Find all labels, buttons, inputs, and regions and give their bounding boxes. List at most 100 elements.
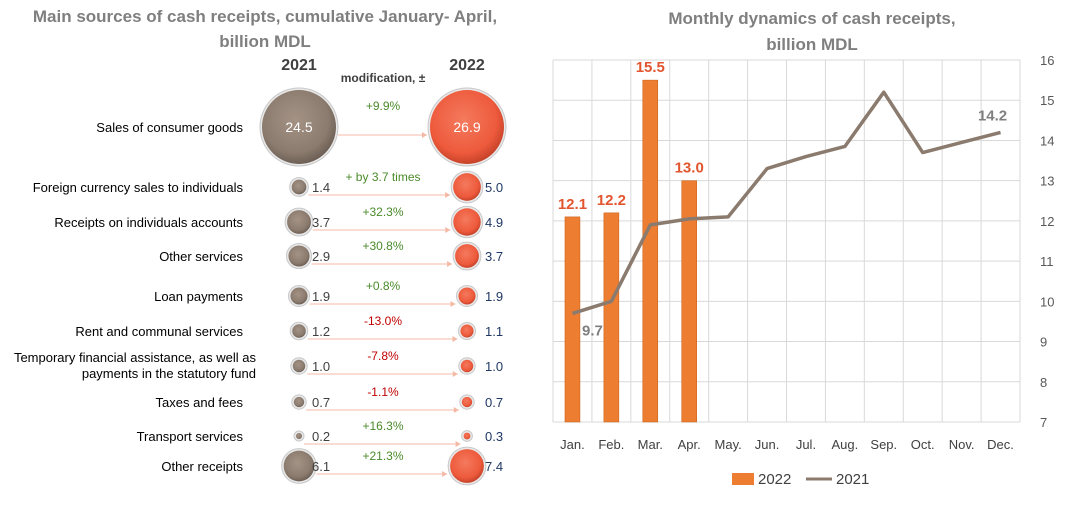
bubble-2021 bbox=[290, 287, 308, 305]
x-tick-label: Jan. bbox=[560, 437, 585, 452]
bubble-row: Other receipts 6.1 7.4 +21.3% bbox=[161, 446, 503, 486]
value-2021: 2.9 bbox=[312, 249, 330, 264]
bubble-2022 bbox=[453, 208, 481, 236]
bubble-2022 bbox=[458, 287, 476, 305]
column-header-2022: 2022 bbox=[449, 57, 485, 74]
bar-2022 bbox=[564, 216, 581, 423]
row-label: payments in the statutory fund bbox=[82, 366, 256, 381]
row-label: Foreign currency sales to individuals bbox=[33, 180, 244, 195]
column-header-2021: 2021 bbox=[281, 57, 317, 74]
bubble-2022 bbox=[430, 90, 504, 164]
x-tick-label: Aug. bbox=[832, 437, 859, 452]
bubble-2021 bbox=[292, 359, 306, 373]
value-2022: 4.9 bbox=[485, 215, 503, 230]
value-2021: 24.5 bbox=[285, 119, 312, 135]
change-label: -13.0% bbox=[364, 314, 402, 328]
bar-2022 bbox=[603, 212, 620, 423]
y-tick-label: 15 bbox=[1040, 93, 1054, 108]
arrow-head bbox=[455, 441, 461, 447]
value-2022: 7.4 bbox=[485, 459, 503, 474]
bubble-2022 bbox=[460, 324, 474, 338]
bubble-2021 bbox=[293, 396, 305, 408]
value-2022: 1.1 bbox=[485, 324, 503, 339]
y-tick-label: 11 bbox=[1040, 254, 1054, 269]
change-label: +16.3% bbox=[362, 419, 403, 433]
column-header-modification: modification, ± bbox=[341, 71, 426, 85]
chart-title-line2: billion MDL bbox=[766, 35, 858, 54]
bubble-row: Foreign currency sales to individuals 1.4… bbox=[33, 170, 503, 204]
bubble-2021 bbox=[288, 245, 310, 267]
bubble-2022 bbox=[461, 396, 473, 408]
change-label: +30.8% bbox=[362, 239, 403, 253]
bar-2022 bbox=[681, 180, 697, 423]
value-2021: 1.9 bbox=[312, 289, 330, 304]
arrow-head bbox=[450, 301, 456, 307]
change-label: +21.3% bbox=[362, 449, 403, 463]
row-label: Loan payments bbox=[154, 289, 243, 304]
change-label: +0.8% bbox=[366, 279, 401, 293]
y-tick-label: 10 bbox=[1040, 294, 1054, 309]
value-2021: 1.2 bbox=[312, 324, 330, 339]
row-label: Rent and communal services bbox=[75, 324, 243, 339]
bar-value-label: 12.2 bbox=[597, 192, 626, 209]
legend-label-2022: 2022 bbox=[758, 471, 791, 488]
bubble-2022 bbox=[453, 173, 481, 201]
change-label: -7.8% bbox=[367, 349, 399, 363]
y-tick-label: 12 bbox=[1040, 214, 1054, 229]
line-value-label: 9.7 bbox=[582, 322, 603, 339]
x-tick-label: Oct. bbox=[911, 437, 935, 452]
bubble-2021 bbox=[262, 90, 336, 164]
value-2021: 0.7 bbox=[312, 395, 330, 410]
arrow-head bbox=[452, 336, 458, 342]
value-2022: 1.9 bbox=[485, 289, 503, 304]
x-tick-label: Nov. bbox=[949, 437, 975, 452]
change-label: +9.9% bbox=[366, 99, 401, 113]
value-2022: 26.9 bbox=[453, 119, 480, 135]
bubble-2021 bbox=[296, 433, 302, 439]
arrow-head bbox=[442, 471, 448, 477]
value-2021: 6.1 bbox=[312, 459, 330, 474]
line-2021 bbox=[571, 90, 1001, 316]
row-label: Other receipts bbox=[161, 459, 243, 474]
legend-label-2021: 2021 bbox=[836, 471, 869, 488]
y-tick-label: 9 bbox=[1040, 335, 1047, 350]
x-tick-label: May. bbox=[715, 437, 742, 452]
bubble-row: Temporary financial assistance, as well … bbox=[14, 349, 503, 381]
row-label: Other services bbox=[159, 249, 243, 264]
bubble-2022 bbox=[450, 449, 484, 483]
arrow-head bbox=[445, 192, 451, 198]
change-label: +32.3% bbox=[362, 205, 403, 219]
x-tick-label: Dec. bbox=[987, 437, 1014, 452]
line-value-label: 14.2 bbox=[978, 107, 1007, 124]
bubble-2022 bbox=[460, 359, 474, 373]
chart-legend: 2022 2021 bbox=[732, 471, 869, 488]
x-tick-label: Jul. bbox=[796, 437, 816, 452]
bubble-row: Other services 2.9 3.7 +30.8% bbox=[159, 239, 503, 271]
x-tick-label: Feb. bbox=[598, 437, 624, 452]
bubble-row: Loan payments 1.9 1.9 +0.8% bbox=[154, 279, 503, 308]
bubble-2022 bbox=[455, 244, 479, 268]
y-tick-label: 16 bbox=[1040, 53, 1054, 68]
bubble-row: Rent and communal services 1.2 1.1 -13.0% bbox=[75, 314, 503, 342]
right-panel: Monthly dynamics of cash receipts, billi… bbox=[552, 9, 1054, 488]
bubble-rows: Sales of consumer goods 24.5 26.9 +9.9% Fore… bbox=[14, 87, 507, 486]
x-tick-label: Apr. bbox=[678, 437, 701, 452]
y-tick-label: 14 bbox=[1040, 133, 1054, 148]
y-tick-label: 7 bbox=[1040, 415, 1047, 430]
value-2021: 0.2 bbox=[312, 429, 330, 444]
bubble-row: Taxes and fees 0.7 0.7 -1.1% bbox=[156, 385, 503, 413]
bubble-2021 bbox=[283, 450, 315, 482]
value-2022: 1.0 bbox=[485, 359, 503, 374]
row-label: Receipts on individuals accounts bbox=[54, 215, 243, 230]
bar-value-label: 12.1 bbox=[558, 196, 587, 213]
value-2021: 1.0 bbox=[312, 359, 330, 374]
left-panel: Main sources of cash receipts, cumulativ… bbox=[14, 7, 507, 486]
x-tick-label: Jun. bbox=[755, 437, 780, 452]
bubble-row: Sales of consumer goods 24.5 26.9 +9.9% bbox=[96, 87, 507, 167]
arrow-head bbox=[422, 132, 427, 138]
bubble-row: Transport services 0.2 0.3 +16.3% bbox=[137, 419, 503, 447]
arrow-head bbox=[453, 407, 459, 413]
value-2022: 5.0 bbox=[485, 180, 503, 195]
bubble-2021 bbox=[291, 179, 307, 195]
